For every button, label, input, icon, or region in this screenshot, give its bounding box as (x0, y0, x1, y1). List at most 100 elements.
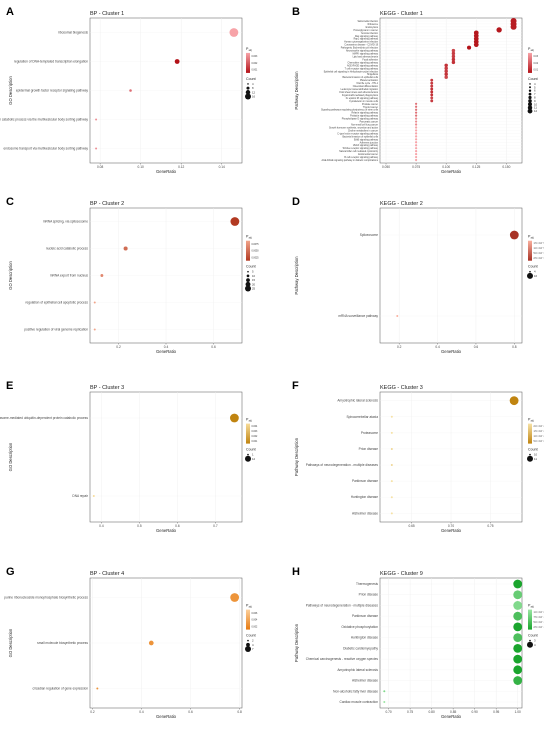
x-tick-label: 0.7 (213, 524, 218, 528)
y-tick-label: AGE-RAGE signaling pathway (347, 64, 379, 67)
legend-count-label: 8 (534, 96, 536, 100)
data-point (513, 676, 523, 685)
y-axis-title: Pathway Description (294, 623, 299, 662)
y-tick-label: Thermogenesis (356, 582, 378, 586)
panel-letter: E (6, 380, 13, 392)
y-tick-label: nucleic acid catabolic process (46, 247, 89, 251)
data-point (444, 63, 448, 68)
y-tick-label: Alzheimer disease (352, 511, 378, 515)
y-tick-label: Prion disease (359, 593, 379, 597)
legend-count-dot (528, 92, 532, 96)
legend-color-subscript: adj (531, 420, 535, 423)
data-point (513, 633, 523, 643)
x-tick-label: 0.95 (493, 710, 499, 714)
x-tick-label: 0.75 (407, 710, 413, 714)
panel-a: A BP - Cluster 1 0.08 0.10 0.12 0.14 ribosomal… (0, 6, 258, 174)
legend-color-subscript: adj (531, 606, 535, 609)
y-tick-label: Pathways of neurodegeneration - multiple… (306, 603, 379, 607)
data-point (93, 328, 96, 331)
legend-color-tick: 0.002 (252, 626, 258, 628)
panel-e: E BP - Cluster 3 0.4 0.5 0.6 0.7 proteasome-me… (0, 380, 258, 533)
y-tick-label: Oxidative phosphorylation (341, 625, 378, 629)
data-point (390, 447, 393, 450)
y-axis-title: GO Description (8, 76, 13, 105)
y-tick-label: mRNA surveillance pathway (338, 314, 378, 318)
y-tick-label: Thyroid cancer (363, 106, 378, 109)
y-tick-label: Chemical carcinogenesis - reactive oxyge… (306, 657, 379, 661)
legend-count-title: Count (528, 634, 538, 638)
data-point (415, 152, 418, 156)
y-tick-label: Shigellosis (367, 74, 379, 76)
data-point (415, 111, 418, 114)
legend-color-tick: 0.02 (534, 63, 539, 65)
y-tick-label: Amyotrophic lateral sclerosis (337, 399, 378, 403)
x-tick-label: 0.2 (397, 345, 402, 349)
legend-count-dot (247, 453, 249, 456)
x-tick-label: 0.4 (435, 345, 440, 349)
legend-count-dot (245, 90, 251, 95)
legend-count-dot (246, 278, 250, 282)
legend-count-label: 16 (534, 274, 538, 278)
y-tick-label: Focal adhesion (362, 59, 378, 61)
legend-count-label: 4 (252, 643, 254, 647)
legend-color-tick: 0.002 (252, 63, 258, 65)
legend-count-dot (529, 639, 531, 642)
x-tick-label: 0.75 (487, 524, 493, 528)
y-tick-label: circadian regulation of gene expression (33, 687, 89, 691)
data-point (509, 230, 519, 240)
y-tick-label: mRNA export from nucleus (50, 274, 88, 278)
y-tick-label: Neurotrophin signaling pathway (346, 50, 379, 53)
data-point (415, 126, 418, 129)
legend-count-dot (527, 641, 533, 648)
y-tick-label: MAPK signaling pathway (353, 53, 379, 56)
panel-d: D KEGG - Cluster 2 0.2 0.4 0.6 0.8 Spliceosome… (292, 196, 544, 354)
legend-count-label: 4 (252, 82, 254, 86)
legend-count-label: 8 (252, 86, 254, 90)
y-tick-label: Bacterial invasion of epithelial cells (343, 76, 379, 79)
y-tick-label: Pathways of neurodegeneration - multiple… (306, 463, 379, 467)
data-point (415, 144, 418, 147)
data-point (415, 123, 418, 126)
legend-count-dot (245, 93, 251, 100)
legend-color-subscript: adj (249, 49, 253, 52)
chart-title: BP - Cluster 1 (90, 11, 124, 17)
data-point (415, 114, 418, 117)
x-tick-label: 0.050 (382, 165, 390, 169)
x-tick-label: 1.00 (515, 710, 521, 714)
y-tick-label: mRNA splicing, via spliceosome (43, 220, 88, 224)
y-tick-label: Non-small cell lung cancer (351, 124, 378, 127)
y-tick-label: Cardiac muscle contraction (340, 700, 379, 704)
data-point (174, 59, 180, 64)
data-point (430, 96, 434, 100)
panel-letter: G (6, 566, 15, 578)
data-point (415, 141, 418, 144)
legend-count-dot (529, 86, 531, 89)
y-tick-label: Huntington disease (351, 495, 379, 499)
y-tick-label: C-type lectin receptor signaling pathway (337, 132, 379, 135)
data-point (444, 75, 448, 79)
legend-color-tick: 0.001 (252, 70, 258, 72)
data-point (430, 99, 434, 103)
data-point (415, 158, 418, 162)
panel-b: B KEGG - Cluster 1 0.050 0.075 0.100 0.125 0.1… (292, 6, 539, 174)
data-point (415, 135, 418, 138)
legend-color-bar (528, 52, 532, 73)
legend-count-label: 10 (252, 274, 256, 278)
legend-color-tick: 1.5 × 10⁻³ (534, 242, 545, 245)
legend-color-tick: 5.0 × 10⁻⁴ (534, 251, 545, 255)
data-point (513, 601, 523, 610)
legend-color-tick: 1.0 × 10⁻⁵ (534, 434, 545, 438)
legend-count-label: 20 (252, 282, 256, 286)
legend-color-tick: 0.001 (252, 441, 258, 443)
y-tick-label: Endocytosis (366, 26, 379, 29)
legend-count-dot (528, 89, 532, 92)
y-tick-label: Fluid shear stress and atherosclerosis (339, 91, 379, 94)
legend-color-bar (246, 52, 250, 73)
data-point (415, 150, 418, 153)
y-tick-label: T cell receptor signaling pathway (345, 67, 379, 70)
panel-f: F KEGG - Cluster 3 0.65 0.70 0.75 Amyotrophic… (292, 380, 544, 533)
y-tick-label: AGE-RAGE signaling pathway in diabetic c… (321, 159, 378, 162)
data-point (444, 69, 448, 74)
x-tick-label: 0.70 (385, 710, 391, 714)
y-axis-title: Pathway Description (294, 437, 299, 476)
